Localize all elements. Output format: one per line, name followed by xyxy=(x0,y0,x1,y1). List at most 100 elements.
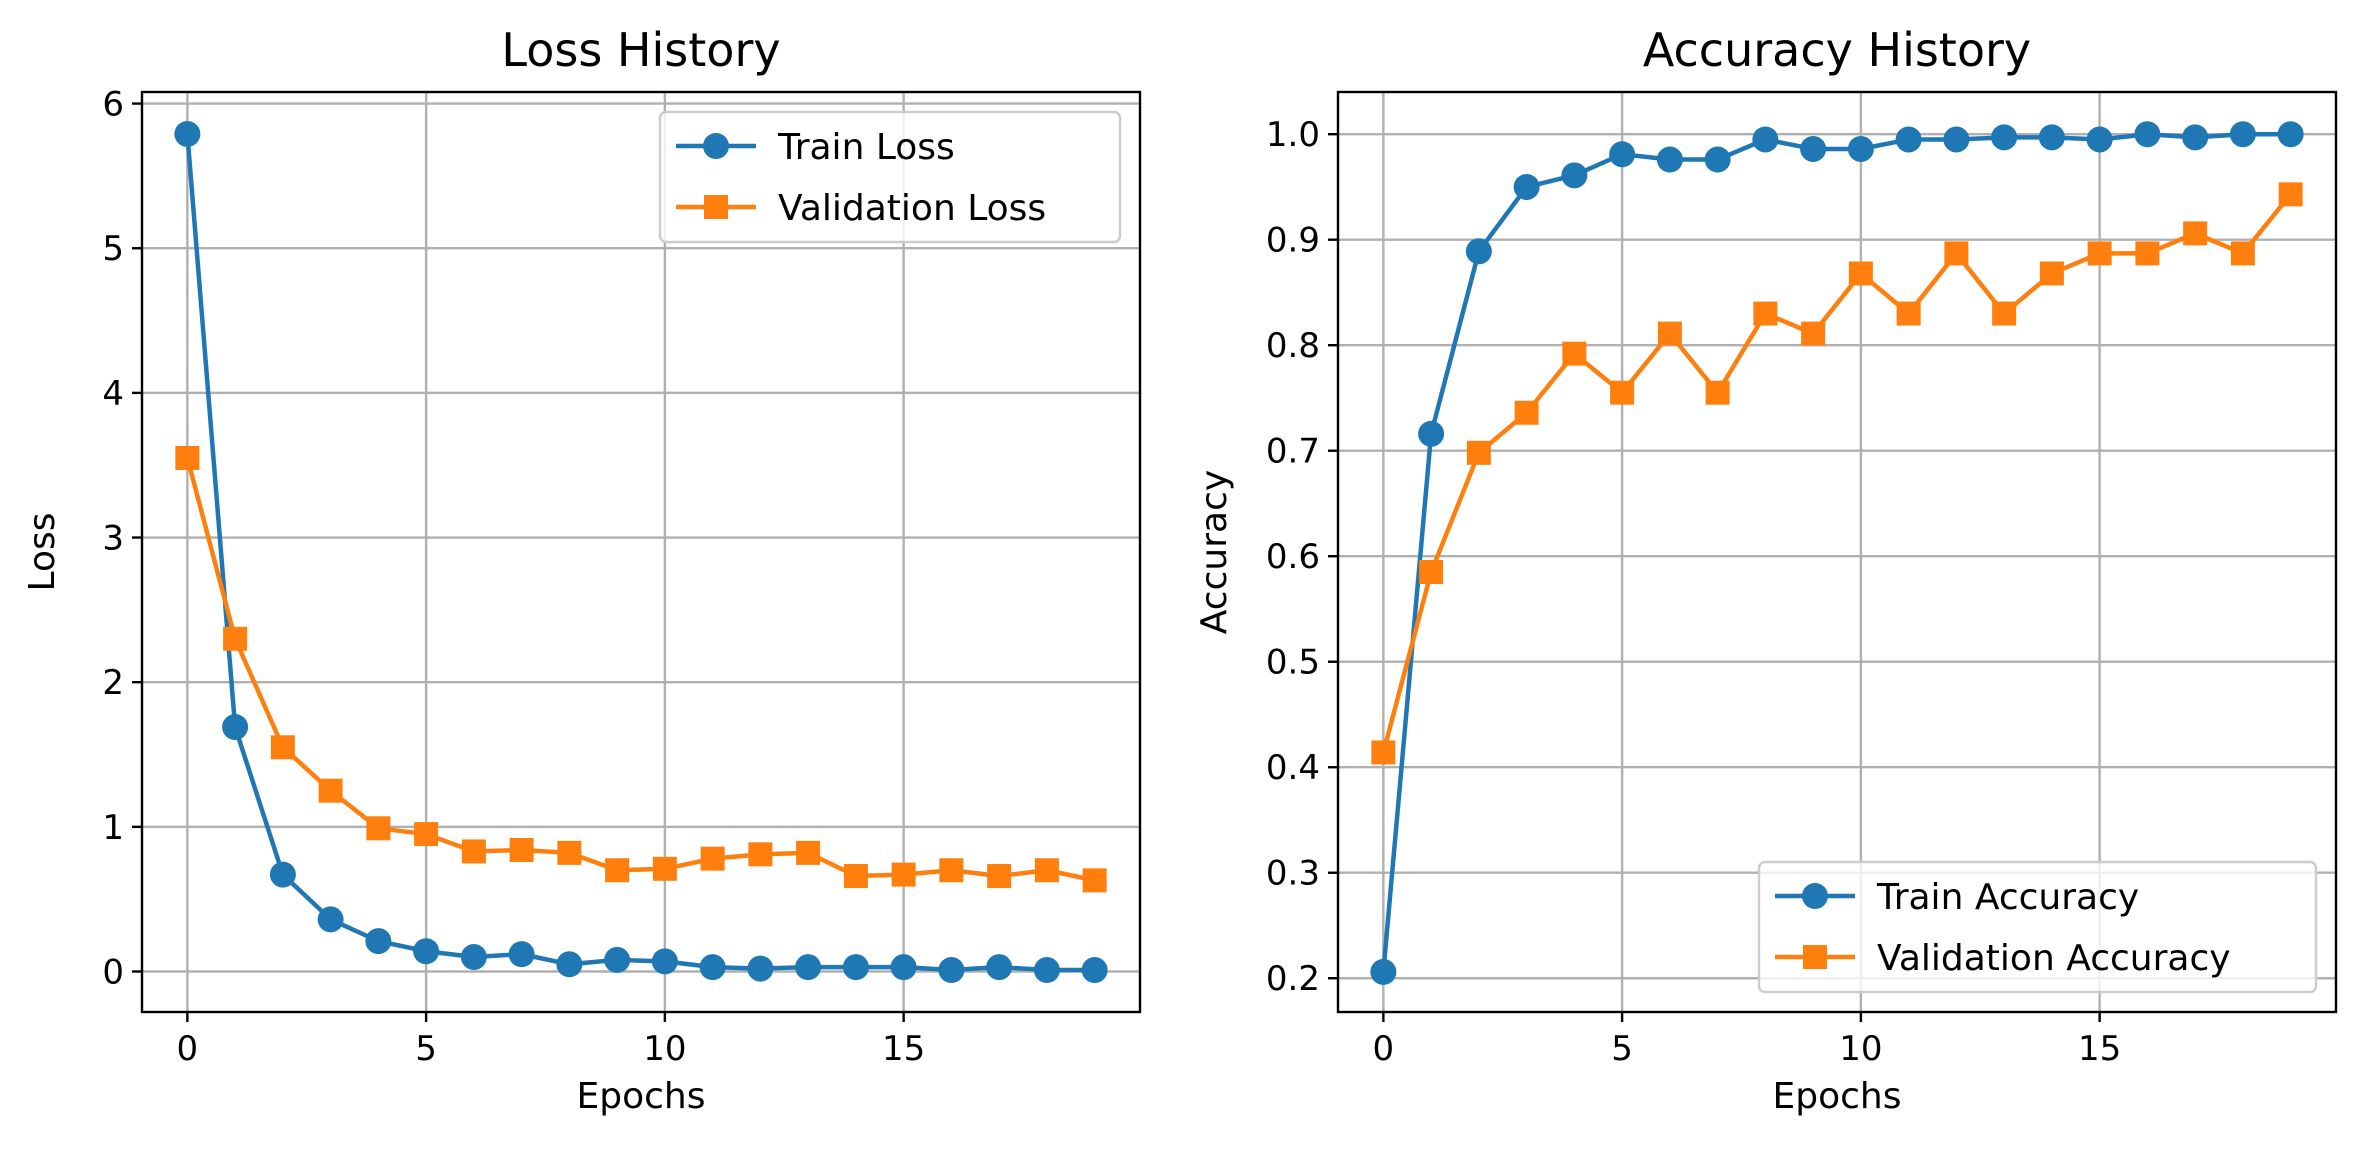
data-point xyxy=(1418,420,1445,447)
data-point xyxy=(1704,146,1731,173)
data-point xyxy=(1562,341,1587,366)
data-point xyxy=(1943,126,1970,153)
data-point xyxy=(2038,124,2065,151)
plot-frame xyxy=(1336,90,2338,1014)
data-point xyxy=(318,778,343,803)
series-validation-accuracy xyxy=(1371,182,2303,765)
y-axis-label: Accuracy xyxy=(1194,470,1235,634)
data-point xyxy=(1800,135,1827,162)
data-point xyxy=(2182,124,2209,151)
x-tick-label: 10 xyxy=(643,1029,686,1069)
legend-marker xyxy=(1802,883,1828,909)
data-point xyxy=(1753,301,1778,326)
loss-history-chart: Loss History Epochs Loss 0 5 10 15 0 1 2 3 4 5 6 Tr… xyxy=(22,23,1142,1117)
x-tick-label: 15 xyxy=(2078,1029,2121,1069)
y-tick-label: 5 xyxy=(102,229,124,269)
y-tick-label: 1.0 xyxy=(1266,115,1320,155)
x-axis-label: Epochs xyxy=(1773,1076,1902,1117)
series-line xyxy=(1381,192,2293,754)
data-point xyxy=(174,120,201,147)
data-point xyxy=(2229,121,2256,148)
data-point xyxy=(1419,560,1444,585)
data-point xyxy=(1705,380,1730,405)
y-tick-label: 0.5 xyxy=(1266,643,1320,683)
data-point xyxy=(1992,301,2017,326)
data-point xyxy=(843,864,868,889)
data-point xyxy=(652,856,677,881)
plot-background xyxy=(142,92,1140,1012)
data-point xyxy=(509,837,534,862)
data-point xyxy=(366,816,391,841)
legend-marker xyxy=(703,133,729,159)
chart-title: Loss History xyxy=(501,23,780,77)
series-line xyxy=(185,457,1096,883)
y-tick-label: 4 xyxy=(102,374,124,414)
y-tick-label: 3 xyxy=(102,519,124,559)
legend-entry: Train Accuracy xyxy=(1775,877,2139,918)
data-point xyxy=(461,839,486,864)
data-point xyxy=(270,735,295,760)
data-point xyxy=(700,846,725,871)
legend: Train Loss Validation Loss xyxy=(658,110,1122,244)
x-tick-label: 15 xyxy=(882,1029,925,1069)
data-point xyxy=(223,626,248,651)
y-tick-label: 0.6 xyxy=(1266,537,1320,577)
y-tick-label: 0.9 xyxy=(1266,221,1320,261)
series-line xyxy=(185,133,1095,973)
data-point xyxy=(2278,182,2303,207)
data-point xyxy=(1033,957,1060,984)
legend-marker xyxy=(1803,945,1827,969)
legend-marker xyxy=(704,195,728,219)
data-point xyxy=(2277,121,2304,148)
y-tick-label: 0.3 xyxy=(1266,854,1320,894)
data-point xyxy=(1656,146,1683,173)
data-point xyxy=(1513,173,1540,200)
data-point xyxy=(413,938,440,965)
data-point xyxy=(1034,858,1059,883)
data-point xyxy=(1991,124,2018,151)
data-point xyxy=(1896,301,1921,326)
data-point xyxy=(2039,261,2064,286)
data-point xyxy=(557,840,582,865)
data-point xyxy=(1848,261,1873,286)
legend-entry: Validation Accuracy xyxy=(1775,938,2231,979)
legend-frame xyxy=(1757,860,2318,994)
data-point xyxy=(1801,321,1826,346)
data-point xyxy=(938,957,965,984)
data-point xyxy=(890,954,917,981)
accuracy-history-chart: Accuracy History Epochs Accuracy 0 5 10 15 0… xyxy=(1194,23,2338,1117)
y-tick-label: 0.4 xyxy=(1266,748,1320,788)
series-validation-loss xyxy=(175,445,1107,893)
x-tick-label: 5 xyxy=(1611,1029,1633,1069)
data-point xyxy=(2087,241,2112,266)
data-point xyxy=(1847,135,1874,162)
data-point xyxy=(795,954,822,981)
legend-frame xyxy=(658,110,1122,244)
y-tick-label: 1 xyxy=(102,808,124,848)
x-tick-label: 0 xyxy=(1373,1029,1395,1069)
data-point xyxy=(2086,126,2113,153)
data-point xyxy=(748,842,773,867)
y-axis-label: Loss xyxy=(22,513,63,592)
data-point xyxy=(175,445,200,470)
y-tick-label: 2 xyxy=(102,663,124,703)
data-point xyxy=(987,864,1012,889)
data-point xyxy=(986,954,1013,981)
data-point xyxy=(2230,241,2255,266)
data-point xyxy=(460,944,487,971)
data-point xyxy=(508,941,535,968)
legend-label: Validation Accuracy xyxy=(1877,938,2231,979)
data-point xyxy=(1561,162,1588,189)
x-axis-label: Epochs xyxy=(577,1076,706,1117)
data-point xyxy=(2135,241,2160,266)
data-point xyxy=(2134,121,2161,148)
data-point xyxy=(796,840,821,865)
data-point xyxy=(1514,400,1539,425)
series-train-loss xyxy=(174,120,1108,984)
data-point xyxy=(1657,321,1682,346)
y-tick-label: 0.8 xyxy=(1266,326,1320,366)
data-point xyxy=(651,948,678,975)
data-point xyxy=(1370,958,1397,985)
data-point xyxy=(1465,238,1492,265)
